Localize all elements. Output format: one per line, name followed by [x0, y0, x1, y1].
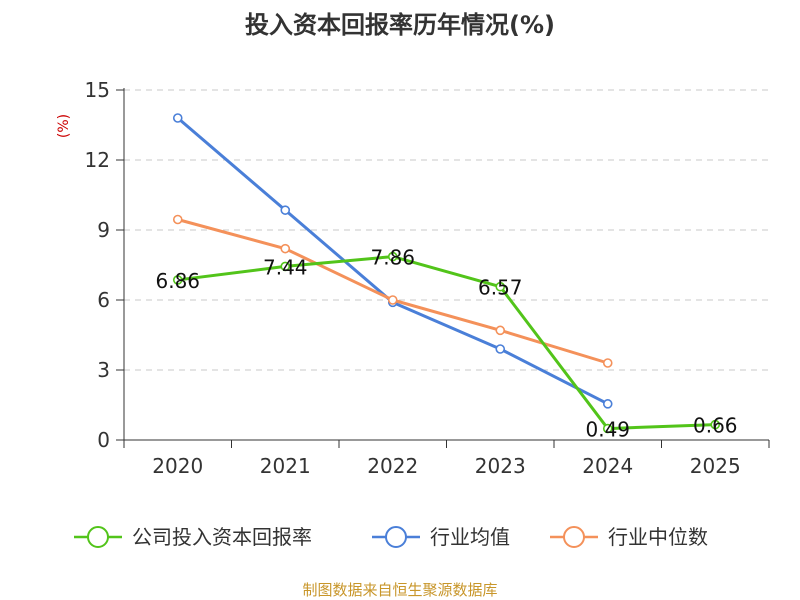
series-0: [172, 251, 721, 434]
series-2-point-2024: [602, 358, 613, 368]
data-label-2021: 7.44: [263, 255, 308, 279]
series-1-point-2024: [602, 399, 613, 409]
series-0-point-2024: [602, 423, 613, 434]
series-0-point-2022: [387, 251, 398, 262]
series-2-point-2021: [280, 243, 291, 254]
data-label-2025: 0.66: [693, 414, 738, 438]
y-tick-label-6: 6: [97, 288, 110, 312]
legend-label-0: 公司投入资本回报率: [132, 525, 312, 549]
legend-swatch-marker-1: [385, 526, 407, 548]
data-label-2022: 7.86: [370, 246, 415, 270]
series-1-point-2020: [172, 113, 183, 123]
series-1-point-2021: [280, 205, 291, 215]
legend-item-0: 公司投入资本回报率: [74, 525, 312, 549]
legend: 公司投入资本回报率 行业均值 行业中位数: [74, 525, 708, 549]
y-axis-label: (%): [56, 114, 72, 138]
series-1-point-2023: [495, 344, 506, 354]
data-label-2023: 6.57: [478, 276, 523, 300]
x-tick-label-2020: 2020: [152, 454, 203, 478]
y-tick-label-9: 9: [97, 218, 110, 242]
legend-swatch-marker-0: [87, 526, 109, 548]
data-label-2024: 0.49: [585, 418, 630, 442]
series-0-point-2020: [172, 275, 183, 285]
x-tick-label-2025: 2025: [690, 454, 741, 478]
series-0-point-2025: [710, 419, 721, 430]
data-labels: 6.86 7.44 7.86 6.57 0.49 0.66: [155, 246, 737, 442]
series-2: [172, 214, 613, 368]
chart-title: 投入资本回报率历年情况(%): [245, 11, 555, 39]
legend-label-2: 行业中位数: [608, 525, 708, 549]
series-2-point-2022: [387, 295, 398, 305]
y-tick-label-15: 15: [85, 78, 110, 102]
axes: 0 3 6 9 12 15 2020 2021 2022 2023 2024 2025: [85, 78, 770, 478]
y-tick-label-0: 0: [97, 428, 110, 452]
series-line-0: [177, 255, 716, 431]
series-0-point-2023: [495, 281, 506, 292]
series-2-point-2023: [495, 325, 506, 336]
y-tick-label-3: 3: [97, 358, 110, 382]
x-tick-label-2024: 2024: [582, 454, 633, 478]
x-tick-label-2021: 2021: [260, 454, 311, 478]
series-group: [172, 113, 721, 434]
series-0-point-2021: [280, 261, 291, 272]
x-tick-label-2022: 2022: [367, 454, 418, 478]
legend-item-2: 行业中位数: [550, 525, 708, 549]
legend-swatch-marker-2: [563, 526, 585, 548]
series-2-point-2020: [172, 214, 183, 225]
data-label-2020: 6.86: [155, 269, 200, 293]
grid: [124, 89, 769, 371]
source-note: 制图数据来自恒生聚源数据库: [302, 581, 497, 599]
y-tick-label-12: 12: [85, 148, 110, 172]
legend-item-1: 行业均值: [372, 525, 510, 549]
x-tick-label-2023: 2023: [475, 454, 526, 478]
legend-label-1: 行业均值: [430, 525, 510, 549]
